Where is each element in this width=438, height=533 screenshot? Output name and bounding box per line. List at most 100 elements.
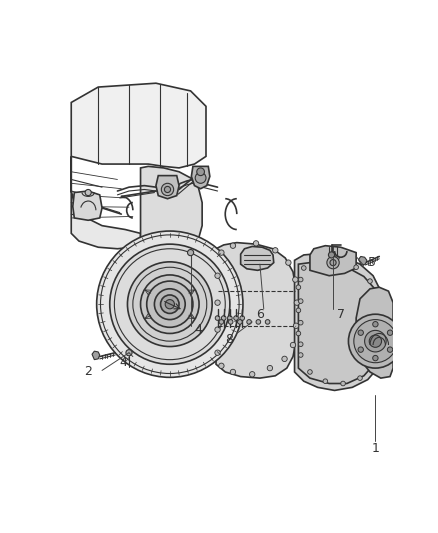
Circle shape [124, 330, 130, 336]
Circle shape [201, 252, 207, 258]
Circle shape [298, 299, 303, 303]
Circle shape [293, 323, 299, 328]
Polygon shape [216, 243, 298, 378]
Circle shape [97, 231, 243, 377]
Circle shape [298, 277, 303, 282]
Circle shape [230, 369, 236, 375]
Circle shape [165, 300, 174, 309]
Circle shape [341, 381, 346, 386]
Circle shape [198, 350, 204, 356]
Circle shape [373, 356, 378, 361]
Circle shape [375, 301, 380, 305]
Circle shape [265, 320, 270, 324]
Circle shape [126, 261, 132, 267]
Circle shape [221, 316, 226, 320]
Text: 1: 1 [371, 442, 379, 456]
Circle shape [195, 173, 206, 183]
Polygon shape [73, 191, 102, 220]
Circle shape [349, 314, 403, 368]
Circle shape [187, 249, 194, 256]
Circle shape [298, 320, 303, 325]
Circle shape [301, 265, 306, 270]
Circle shape [323, 379, 328, 384]
Circle shape [164, 363, 170, 369]
Circle shape [253, 241, 259, 246]
Polygon shape [294, 253, 385, 391]
Circle shape [293, 277, 298, 282]
Text: 7: 7 [337, 308, 345, 321]
Polygon shape [141, 166, 202, 253]
Circle shape [358, 347, 364, 352]
Circle shape [327, 256, 339, 269]
Circle shape [373, 321, 378, 327]
Circle shape [296, 285, 301, 289]
Circle shape [126, 350, 132, 356]
Circle shape [272, 248, 278, 253]
Circle shape [354, 265, 358, 270]
Circle shape [256, 320, 261, 324]
Polygon shape [124, 244, 216, 366]
Circle shape [330, 260, 336, 265]
Circle shape [335, 256, 339, 260]
Circle shape [296, 331, 301, 336]
Circle shape [110, 244, 230, 364]
Circle shape [358, 376, 362, 381]
Circle shape [122, 308, 128, 313]
Circle shape [211, 292, 217, 298]
Text: 6: 6 [256, 308, 264, 321]
Circle shape [215, 350, 220, 356]
Polygon shape [298, 263, 382, 384]
Circle shape [250, 372, 255, 377]
Circle shape [298, 353, 303, 357]
Circle shape [184, 360, 190, 366]
Polygon shape [191, 166, 210, 189]
Circle shape [197, 168, 205, 175]
Circle shape [298, 342, 303, 346]
Circle shape [130, 348, 136, 353]
Circle shape [215, 316, 220, 320]
Circle shape [219, 250, 224, 255]
Circle shape [307, 370, 312, 374]
Circle shape [234, 316, 238, 320]
Circle shape [228, 316, 232, 320]
Text: 8: 8 [225, 333, 233, 346]
Text: 4: 4 [120, 356, 127, 369]
Circle shape [296, 308, 301, 313]
Circle shape [369, 364, 374, 368]
Text: 2: 2 [84, 366, 92, 378]
Polygon shape [92, 351, 100, 360]
Polygon shape [71, 83, 206, 168]
Circle shape [358, 330, 364, 335]
Circle shape [127, 262, 212, 346]
Circle shape [364, 330, 386, 352]
Text: 5: 5 [367, 256, 375, 269]
Circle shape [367, 279, 372, 284]
Circle shape [161, 183, 173, 196]
Circle shape [136, 246, 142, 252]
Circle shape [247, 320, 251, 324]
Circle shape [211, 315, 217, 321]
Circle shape [387, 330, 393, 335]
Circle shape [215, 300, 220, 305]
Polygon shape [156, 175, 179, 199]
Circle shape [286, 260, 291, 265]
Circle shape [219, 363, 224, 368]
Circle shape [387, 347, 393, 352]
Circle shape [85, 189, 91, 196]
Circle shape [122, 284, 128, 290]
Circle shape [230, 243, 236, 248]
Circle shape [219, 320, 224, 324]
Circle shape [267, 366, 272, 371]
Circle shape [149, 243, 155, 249]
Circle shape [328, 252, 335, 258]
Circle shape [290, 342, 296, 348]
Circle shape [161, 295, 179, 313]
Circle shape [168, 241, 174, 247]
Circle shape [144, 360, 150, 366]
Circle shape [215, 327, 220, 332]
Polygon shape [240, 246, 274, 270]
Circle shape [240, 316, 244, 320]
Circle shape [207, 267, 213, 273]
Circle shape [147, 281, 193, 327]
Circle shape [294, 300, 300, 305]
